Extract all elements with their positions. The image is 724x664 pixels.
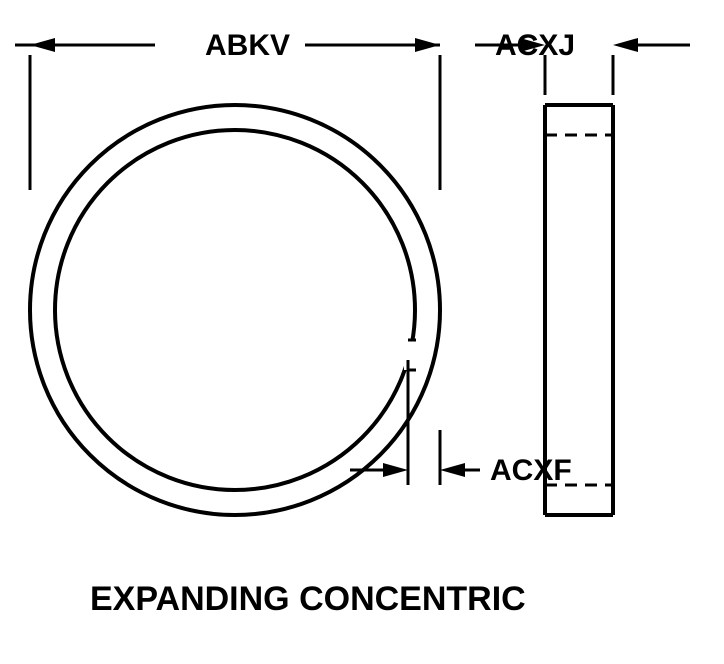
dimension-label-abkv: ABKV <box>205 29 290 63</box>
dimension-label-acxj: ACXJ <box>495 29 575 63</box>
dimension-label-acxf: ACXF <box>490 454 572 488</box>
diagram-title: EXPANDING CONCENTRIC <box>90 580 526 619</box>
diagram-svg <box>0 0 724 664</box>
diagram-canvas: ABKV ACXJ ACXF EXPANDING CONCENTRIC <box>0 0 724 664</box>
